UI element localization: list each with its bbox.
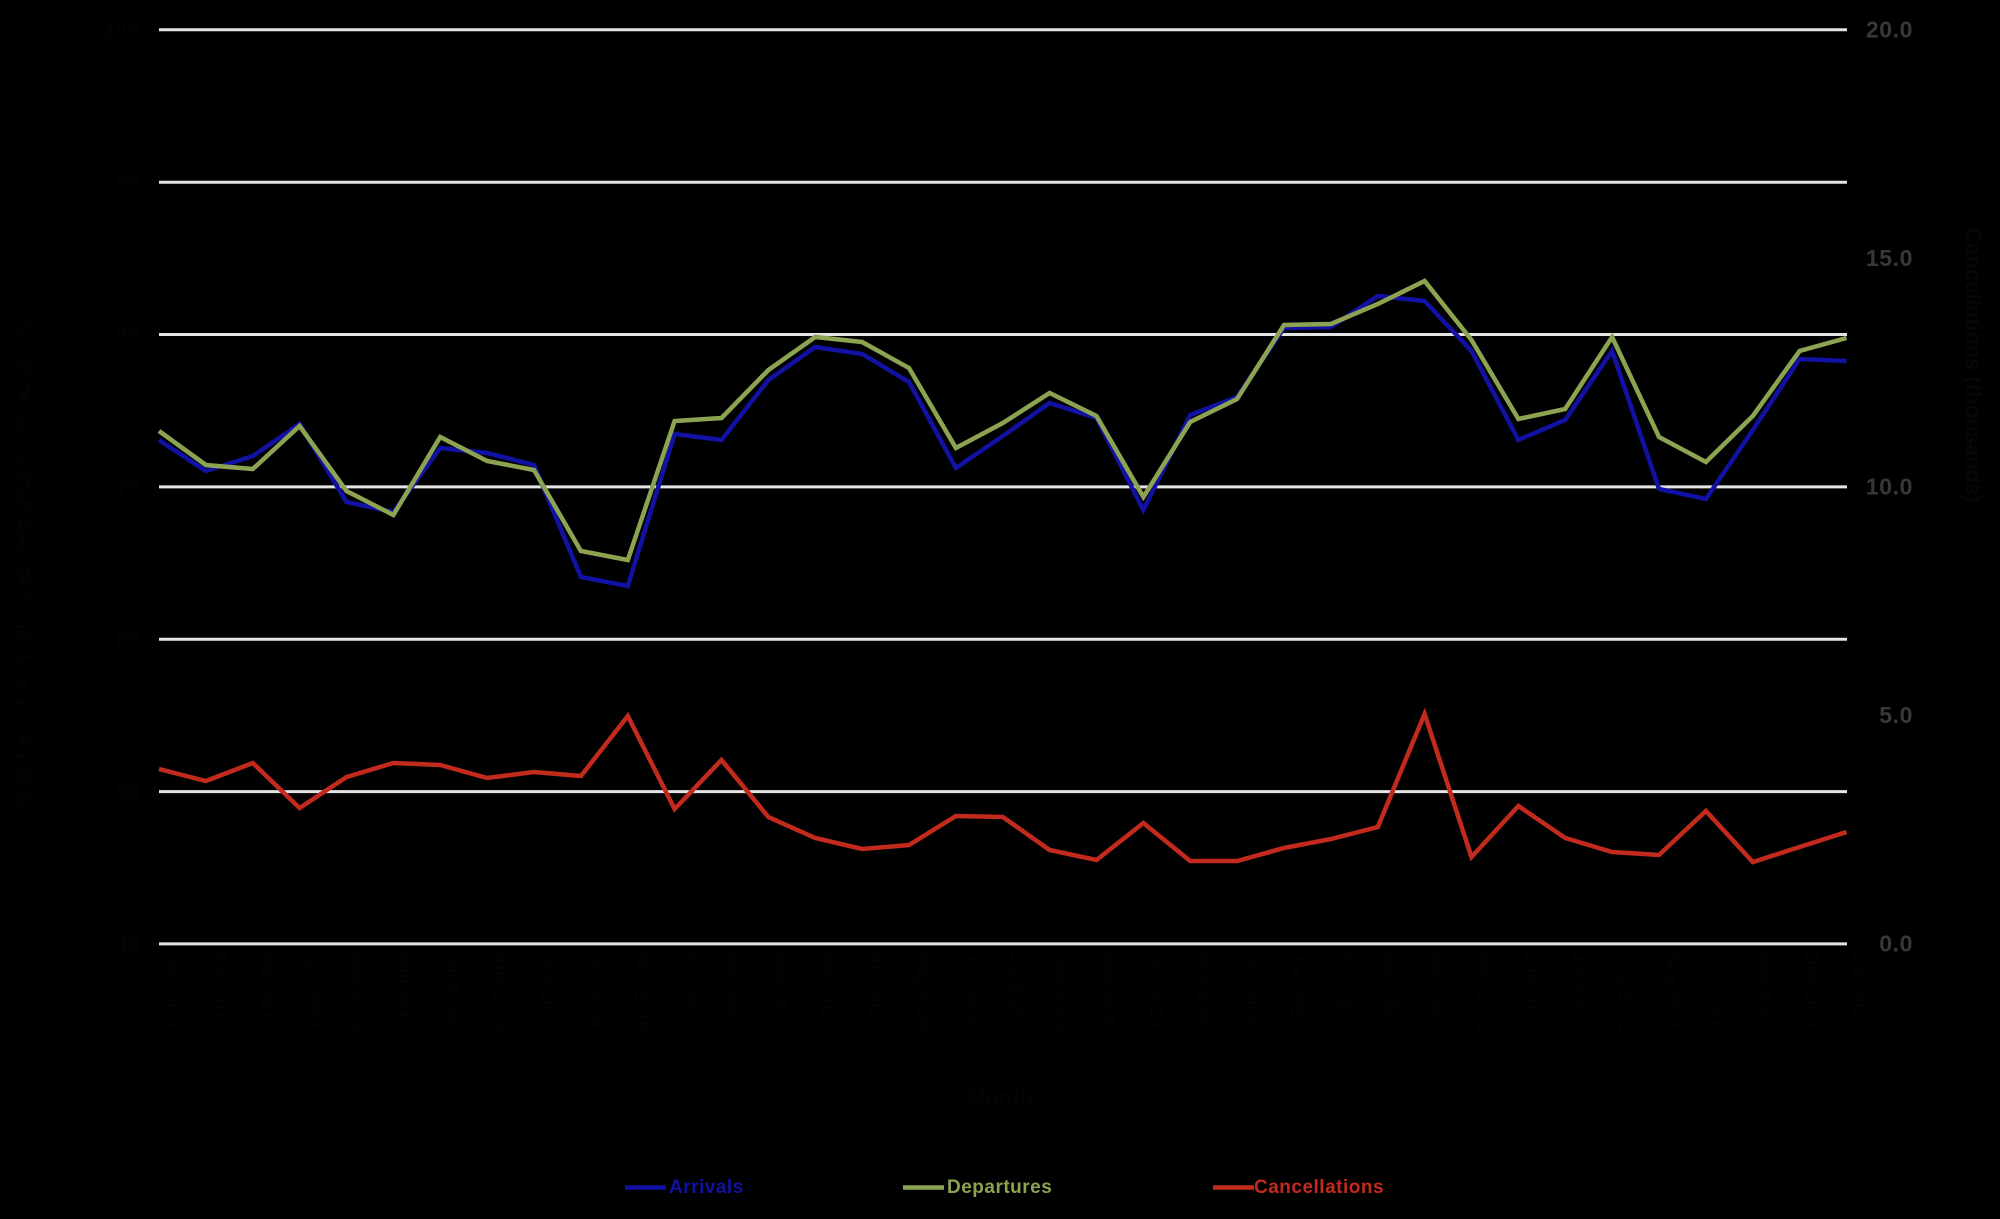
svg-text:May 2021: May 2021 bbox=[1474, 952, 1494, 1032]
svg-text:70: 70 bbox=[116, 474, 140, 499]
svg-text:Oct 2020: Oct 2020 bbox=[1146, 952, 1166, 1027]
svg-text:Dec 2021: Dec 2021 bbox=[1802, 952, 1822, 1030]
svg-text:Sep 2020: Sep 2020 bbox=[1099, 952, 1119, 1030]
svg-text:Mar 2020: Mar 2020 bbox=[818, 952, 838, 1029]
svg-text:Mar 2019: Mar 2019 bbox=[256, 952, 276, 1029]
svg-text:Dec 2019: Dec 2019 bbox=[678, 952, 698, 1030]
svg-text:Cancellations: Cancellations bbox=[1254, 1177, 1384, 1198]
svg-text:Sep 2019: Sep 2019 bbox=[537, 952, 557, 1030]
svg-text:Aug 2019: Aug 2019 bbox=[490, 952, 510, 1032]
svg-text:Feb 2019: Feb 2019 bbox=[209, 952, 229, 1029]
svg-text:Apr 2021: Apr 2021 bbox=[1427, 952, 1447, 1028]
svg-text:Arrivals: Arrivals bbox=[669, 1177, 744, 1198]
svg-text:Apr 2020: Apr 2020 bbox=[865, 952, 885, 1028]
svg-text:Jan 2019: Jan 2019 bbox=[162, 952, 182, 1028]
svg-text:Nov 2021: Nov 2021 bbox=[1755, 952, 1775, 1031]
svg-text:Sep 2021: Sep 2021 bbox=[1662, 952, 1682, 1030]
svg-text:80: 80 bbox=[116, 322, 140, 347]
svg-text:Jun 2020: Jun 2020 bbox=[959, 952, 979, 1029]
svg-text:May 2019: May 2019 bbox=[349, 952, 369, 1032]
svg-text:Departures: Departures bbox=[947, 1177, 1052, 1198]
svg-text:Aug 2021: Aug 2021 bbox=[1615, 952, 1635, 1032]
svg-text:Jun 2021: Jun 2021 bbox=[1521, 952, 1541, 1029]
svg-text:Jul 2020: Jul 2020 bbox=[1006, 952, 1026, 1023]
svg-text:Jul 2019: Jul 2019 bbox=[443, 952, 463, 1023]
svg-text:Feb 2021: Feb 2021 bbox=[1334, 952, 1354, 1029]
svg-text:20.0: 20.0 bbox=[1866, 16, 1913, 42]
svg-text:Oct 2019: Oct 2019 bbox=[584, 952, 604, 1027]
svg-text:15.0: 15.0 bbox=[1866, 245, 1913, 271]
svg-text:90: 90 bbox=[116, 170, 140, 195]
svg-text:Mar 2021: Mar 2021 bbox=[1381, 952, 1401, 1029]
svg-text:Jun 2019: Jun 2019 bbox=[396, 952, 416, 1029]
svg-text:100: 100 bbox=[103, 17, 140, 42]
svg-text:Nov 2020: Nov 2020 bbox=[1193, 952, 1213, 1031]
svg-text:Jan 2021: Jan 2021 bbox=[1287, 952, 1307, 1028]
svg-text:Dec 2020: Dec 2020 bbox=[1240, 952, 1260, 1030]
svg-text:Oct 2021: Oct 2021 bbox=[1709, 952, 1729, 1027]
svg-text:Month: Month bbox=[967, 1085, 1033, 1110]
svg-text:Feb 2020: Feb 2020 bbox=[771, 952, 791, 1029]
svg-text:10.0: 10.0 bbox=[1866, 473, 1913, 499]
svg-text:0.0: 0.0 bbox=[1879, 930, 1913, 956]
svg-text:Aug 2020: Aug 2020 bbox=[1053, 952, 1073, 1032]
svg-text:Jul 2021: Jul 2021 bbox=[1568, 952, 1588, 1023]
svg-text:May 2020: May 2020 bbox=[912, 952, 932, 1032]
svg-text:Nov 2019: Nov 2019 bbox=[631, 952, 651, 1031]
svg-text:50: 50 bbox=[116, 779, 140, 804]
svg-text:5.0: 5.0 bbox=[1879, 702, 1913, 728]
svg-text:Number of Arrivals and Departu: Number of Arrivals and Departures (thous… bbox=[10, 312, 35, 809]
svg-text:40: 40 bbox=[116, 931, 140, 956]
svg-text:Cancellations (thousands): Cancellations (thousands) bbox=[1961, 227, 1986, 502]
svg-text:Jan 2022: Jan 2022 bbox=[1849, 952, 1869, 1028]
svg-text:Jan 2020: Jan 2020 bbox=[724, 952, 744, 1028]
svg-text:Apr 2019: Apr 2019 bbox=[303, 952, 323, 1028]
svg-text:60: 60 bbox=[116, 627, 140, 652]
